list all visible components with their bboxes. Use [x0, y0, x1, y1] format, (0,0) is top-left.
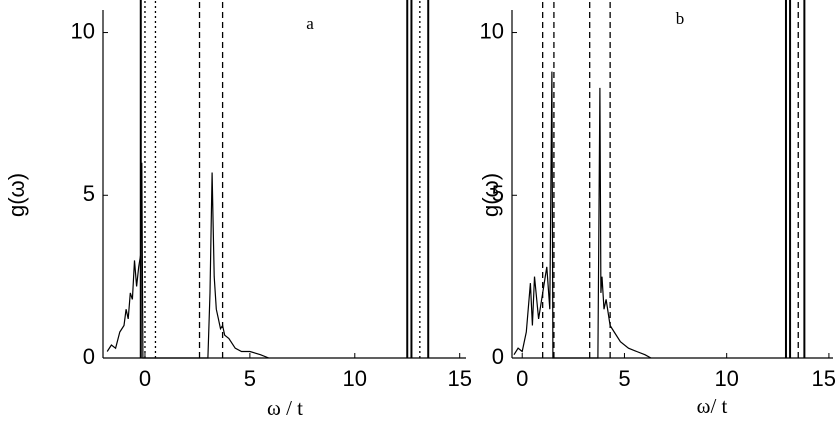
x-tick-label: 0 — [516, 366, 528, 391]
x-tick-label: 0 — [139, 366, 151, 391]
y-tick-label: 10 — [480, 18, 504, 43]
x-tick-label: 10 — [714, 366, 738, 391]
x-tick-label: 10 — [343, 366, 367, 391]
x-axis-label: ω/ t — [697, 394, 728, 418]
panel-label: a — [306, 14, 314, 33]
y-axis-label: g(ω) — [478, 173, 503, 217]
panel-label: b — [676, 9, 685, 28]
x-axis-label: ω / t — [267, 396, 303, 420]
x-tick-label: 5 — [618, 366, 630, 391]
data-line — [106, 162, 270, 359]
x-tick-label: 5 — [244, 366, 256, 391]
data-line — [513, 71, 652, 359]
y-tick-label: 0 — [83, 344, 95, 369]
y-tick-label: 5 — [83, 181, 95, 206]
y-tick-label: 0 — [492, 344, 504, 369]
y-tick-label: 5 — [492, 181, 504, 206]
x-tick-label: 15 — [447, 366, 471, 391]
x-tick-label: 15 — [812, 366, 836, 391]
y-axis-label: g(ω) — [4, 173, 29, 217]
y-tick-label: 10 — [71, 18, 95, 43]
